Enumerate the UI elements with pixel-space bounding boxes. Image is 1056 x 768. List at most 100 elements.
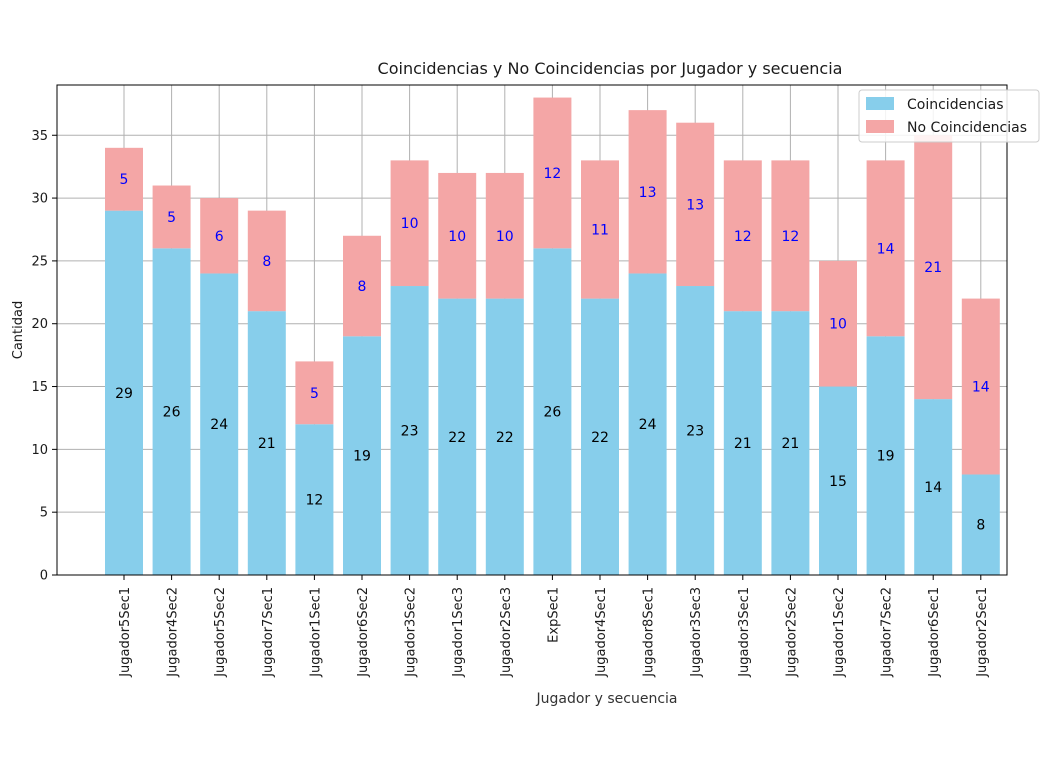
bar-no-coincidencias	[819, 260, 857, 387]
bar-no-coincidencias	[581, 160, 619, 299]
bar-no-coincidencias	[295, 361, 334, 425]
bar-no-coincidencias	[485, 172, 524, 299]
legend-swatch-no-coincidencias	[866, 120, 894, 133]
x-tick-label: Jugador7Sec2	[880, 587, 895, 678]
bar-no-coincidencias	[866, 160, 905, 337]
bar-no-coincidencias	[247, 210, 286, 312]
y-tick-label: 10	[31, 443, 48, 458]
bar-coincidencias	[152, 248, 191, 576]
x-tick-label: Jugador4Sec2	[166, 587, 181, 678]
x-tick-label: Jugador2Sec1	[975, 587, 990, 678]
bar-no-coincidencias	[771, 160, 810, 312]
bar-coincidencias	[914, 399, 953, 575]
data-label-coincidencias: 21	[781, 436, 799, 452]
axes: 0 5 10 15 20 25 30 35 Jugador5Sec1 Jugador4Sec2 Ju…	[31, 129, 989, 678]
data-label-coincidencias: 24	[639, 417, 657, 433]
x-tick-label: Jugador5Sec1	[118, 587, 133, 678]
data-label-coincidencias: 21	[258, 436, 276, 452]
bar-no-coincidencias	[628, 110, 667, 274]
legend-swatch-coincidencias	[866, 97, 894, 110]
x-axis-label: Jugador y secuencia	[536, 691, 678, 707]
bar-coincidencias	[533, 248, 572, 576]
legend: Coincidencias No Coincidencias	[858, 89, 1040, 143]
bar-coincidencias	[200, 273, 239, 575]
data-label-no-coincidencias: 10	[496, 229, 514, 245]
x-tick-label: Jugador7Sec1	[261, 587, 276, 678]
bar-coincidencias	[676, 286, 715, 575]
bar-no-coincidencias	[961, 298, 1000, 475]
legend-box	[858, 89, 1040, 143]
bar-coincidencias	[247, 311, 286, 575]
data-label-no-coincidencias: 10	[448, 229, 466, 245]
legend-label-coincidencias: Coincidencias	[907, 97, 1004, 113]
bar-no-coincidencias	[200, 198, 239, 274]
bar-no-coincidencias	[533, 97, 572, 249]
data-label-no-coincidencias: 21	[924, 260, 942, 276]
data-label-coincidencias: 26	[543, 405, 561, 421]
data-label-coincidencias: 8	[976, 518, 985, 534]
x-tick-label: Jugador3Sec3	[689, 587, 704, 678]
grid	[57, 85, 1007, 576]
bars	[105, 97, 1000, 576]
data-label-no-coincidencias: 5	[167, 210, 176, 226]
y-tick-label: 25	[31, 254, 48, 269]
bar-coincidencias	[485, 298, 524, 575]
x-tick-label: Jugador6Sec1	[927, 587, 942, 678]
bar-coincidencias	[866, 336, 905, 575]
bar-no-coincidencias	[152, 185, 191, 249]
data-label-coincidencias: 21	[734, 436, 752, 452]
data-label-coincidencias: 22	[591, 430, 609, 446]
bar-coincidencias	[295, 424, 334, 575]
bar-coincidencias	[438, 298, 477, 575]
data-label-no-coincidencias: 12	[781, 229, 799, 245]
x-tick-label: Jugador1Sec3	[451, 587, 466, 678]
data-label-no-coincidencias: 14	[877, 241, 895, 257]
legend-label-no-coincidencias: No Coincidencias	[907, 120, 1027, 136]
bar-no-coincidencias	[438, 172, 477, 299]
data-label-coincidencias: 24	[210, 417, 228, 433]
x-tick-label: Jugador1Sec1	[308, 587, 323, 678]
data-label-no-coincidencias: 13	[686, 197, 704, 213]
bar-no-coincidencias	[343, 235, 381, 337]
bar-coincidencias	[628, 273, 667, 575]
x-tick-label: Jugador1Sec2	[832, 587, 847, 678]
data-label-no-coincidencias: 12	[543, 166, 561, 182]
y-tick-label: 35	[31, 129, 48, 144]
data-label-coincidencias: 29	[115, 386, 133, 402]
bar-no-coincidencias	[390, 160, 429, 287]
data-label-coincidencias: 22	[496, 430, 514, 446]
bar-no-coincidencias	[105, 147, 143, 211]
y-tick-label: 30	[31, 192, 48, 207]
chart-title: Coincidencias y No Coincidencias por Jug…	[378, 59, 843, 78]
bar-coincidencias	[581, 298, 619, 575]
data-label-coincidencias: 19	[877, 449, 895, 465]
data-label-no-coincidencias: 10	[829, 317, 847, 333]
bar-coincidencias	[723, 311, 762, 575]
data-label-coincidencias: 23	[401, 424, 419, 440]
bar-no-coincidencias	[723, 160, 762, 312]
bar-coincidencias	[105, 210, 143, 575]
x-tick-label: Jugador6Sec2	[356, 587, 371, 678]
data-label-no-coincidencias: 13	[639, 185, 657, 201]
x-tick-label: ExpSec1	[546, 587, 561, 643]
x-tick-label: Jugador3Sec2	[404, 587, 419, 678]
bar-coincidencias	[961, 474, 1000, 575]
y-tick-label: 0	[40, 569, 48, 584]
y-tick-label: 20	[31, 317, 48, 332]
bar-coincidencias	[343, 336, 381, 575]
x-tick-label: Jugador8Sec1	[642, 587, 657, 678]
bar-no-coincidencias	[676, 122, 715, 287]
x-tick-label: Jugador2Sec3	[499, 587, 514, 678]
bar-coincidencias	[819, 386, 857, 575]
bar-no-coincidencias	[914, 135, 953, 400]
data-label-no-coincidencias: 5	[120, 172, 129, 188]
bar-coincidencias	[390, 286, 429, 575]
y-axis-label: Cantidad	[11, 301, 26, 359]
data-label-coincidencias: 23	[686, 424, 704, 440]
data-labels: 29 5 26 5 24 6 21 8 12 5 19 8 23 10 22 10 22 10 26 12 22 11 24…	[115, 166, 990, 534]
data-label-coincidencias: 12	[305, 493, 323, 509]
data-label-no-coincidencias: 14	[972, 380, 990, 396]
data-label-no-coincidencias: 8	[358, 279, 367, 295]
x-tick-label: Jugador4Sec1	[594, 587, 609, 678]
